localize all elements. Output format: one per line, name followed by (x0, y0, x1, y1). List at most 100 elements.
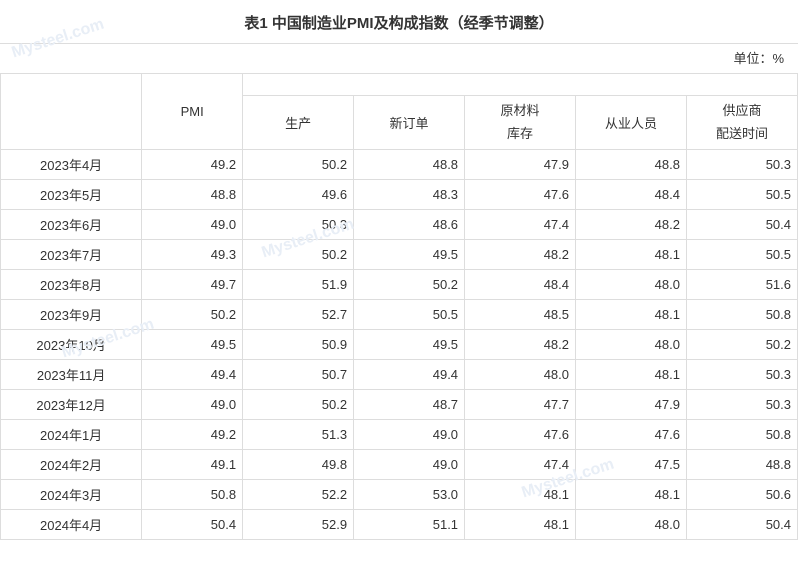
cell-employment: 48.1 (576, 240, 687, 270)
table-header: PMI 生产 新订单 原材料 库存 从业人员 供应商 配送时间 (1, 74, 798, 150)
col-employment: 从业人员 (576, 95, 687, 149)
cell-new-orders: 49.4 (354, 360, 465, 390)
cell-employment: 48.0 (576, 270, 687, 300)
cell-delivery: 50.8 (686, 420, 797, 450)
cell-production: 50.2 (243, 390, 354, 420)
cell-period: 2023年4月 (1, 150, 142, 180)
cell-period: 2023年8月 (1, 270, 142, 300)
col-production: 生产 (243, 95, 354, 149)
cell-new-orders: 48.8 (354, 150, 465, 180)
table-title: 表1 中国制造业PMI及构成指数（经季节调整） (0, 0, 798, 43)
cell-delivery: 50.4 (686, 210, 797, 240)
table-body: 2023年4月49.250.248.847.948.850.32023年5月48… (1, 150, 798, 540)
cell-period: 2023年11月 (1, 360, 142, 390)
cell-new-orders: 51.1 (354, 510, 465, 540)
col-delivery: 供应商 配送时间 (686, 95, 797, 149)
cell-employment: 48.4 (576, 180, 687, 210)
table-row: 2023年10月49.550.949.548.248.050.2 (1, 330, 798, 360)
cell-new-orders: 53.0 (354, 480, 465, 510)
cell-delivery: 48.8 (686, 450, 797, 480)
cell-pmi: 48.8 (142, 180, 243, 210)
cell-pmi: 49.2 (142, 150, 243, 180)
cell-employment: 48.0 (576, 330, 687, 360)
cell-pmi: 49.1 (142, 450, 243, 480)
cell-period: 2024年2月 (1, 450, 142, 480)
cell-pmi: 49.2 (142, 420, 243, 450)
cell-new-orders: 49.0 (354, 450, 465, 480)
table-row: 2023年12月49.050.248.747.747.950.3 (1, 390, 798, 420)
cell-period: 2024年3月 (1, 480, 142, 510)
cell-production: 51.3 (243, 420, 354, 450)
cell-period: 2023年12月 (1, 390, 142, 420)
cell-employment: 48.2 (576, 210, 687, 240)
cell-production: 52.9 (243, 510, 354, 540)
table-row: 2023年9月50.252.750.548.548.150.8 (1, 300, 798, 330)
table-row: 2023年6月49.050.348.647.448.250.4 (1, 210, 798, 240)
cell-new-orders: 49.5 (354, 330, 465, 360)
cell-delivery: 50.3 (686, 360, 797, 390)
cell-raw-inv: 47.9 (465, 150, 576, 180)
cell-raw-inv: 48.5 (465, 300, 576, 330)
cell-pmi: 49.4 (142, 360, 243, 390)
cell-new-orders: 49.5 (354, 240, 465, 270)
col-delivery-l1: 供应商 (688, 99, 796, 122)
pmi-table: PMI 生产 新订单 原材料 库存 从业人员 供应商 配送时间 (0, 73, 798, 540)
cell-employment: 48.8 (576, 150, 687, 180)
cell-production: 52.2 (243, 480, 354, 510)
table-row: 2024年2月49.149.849.047.447.548.8 (1, 450, 798, 480)
cell-pmi: 50.8 (142, 480, 243, 510)
cell-raw-inv: 47.4 (465, 450, 576, 480)
cell-delivery: 50.8 (686, 300, 797, 330)
cell-pmi: 50.2 (142, 300, 243, 330)
cell-pmi: 49.0 (142, 390, 243, 420)
cell-production: 49.8 (243, 450, 354, 480)
cell-production: 50.9 (243, 330, 354, 360)
cell-production: 50.7 (243, 360, 354, 390)
cell-period: 2023年7月 (1, 240, 142, 270)
cell-delivery: 50.5 (686, 240, 797, 270)
cell-delivery: 50.4 (686, 510, 797, 540)
cell-pmi: 49.3 (142, 240, 243, 270)
cell-production: 51.9 (243, 270, 354, 300)
cell-production: 52.7 (243, 300, 354, 330)
cell-production: 50.2 (243, 150, 354, 180)
cell-employment: 48.1 (576, 360, 687, 390)
cell-delivery: 50.6 (686, 480, 797, 510)
table-row: 2024年4月50.452.951.148.148.050.4 (1, 510, 798, 540)
col-raw-inventory: 原材料 库存 (465, 95, 576, 149)
cell-period: 2023年6月 (1, 210, 142, 240)
cell-raw-inv: 48.1 (465, 510, 576, 540)
col-period (1, 74, 142, 150)
table-row: 2023年7月49.350.249.548.248.150.5 (1, 240, 798, 270)
cell-employment: 48.1 (576, 300, 687, 330)
col-raw-inventory-l2: 库存 (466, 122, 574, 145)
cell-delivery: 50.2 (686, 330, 797, 360)
cell-production: 50.2 (243, 240, 354, 270)
cell-pmi: 49.0 (142, 210, 243, 240)
cell-employment: 48.1 (576, 480, 687, 510)
table-row: 2023年11月49.450.749.448.048.150.3 (1, 360, 798, 390)
cell-employment: 47.5 (576, 450, 687, 480)
cell-delivery: 50.3 (686, 390, 797, 420)
col-raw-inventory-l1: 原材料 (466, 99, 574, 122)
cell-period: 2023年5月 (1, 180, 142, 210)
cell-raw-inv: 48.2 (465, 330, 576, 360)
table-container: Mysteel.com Mysteel.com Mysteel.com Myst… (0, 0, 798, 540)
table-row: 2024年1月49.251.349.047.647.650.8 (1, 420, 798, 450)
cell-period: 2023年10月 (1, 330, 142, 360)
table-row: 2023年8月49.751.950.248.448.051.6 (1, 270, 798, 300)
cell-raw-inv: 48.4 (465, 270, 576, 300)
cell-raw-inv: 47.6 (465, 180, 576, 210)
col-pmi: PMI (142, 74, 243, 150)
table-row: 2023年4月49.250.248.847.948.850.3 (1, 150, 798, 180)
cell-new-orders: 50.5 (354, 300, 465, 330)
cell-delivery: 50.5 (686, 180, 797, 210)
cell-period: 2024年1月 (1, 420, 142, 450)
cell-raw-inv: 48.0 (465, 360, 576, 390)
cell-raw-inv: 48.2 (465, 240, 576, 270)
col-new-orders: 新订单 (354, 95, 465, 149)
cell-raw-inv: 47.7 (465, 390, 576, 420)
cell-new-orders: 49.0 (354, 420, 465, 450)
col-delivery-l2: 配送时间 (688, 122, 796, 145)
cell-pmi: 49.5 (142, 330, 243, 360)
